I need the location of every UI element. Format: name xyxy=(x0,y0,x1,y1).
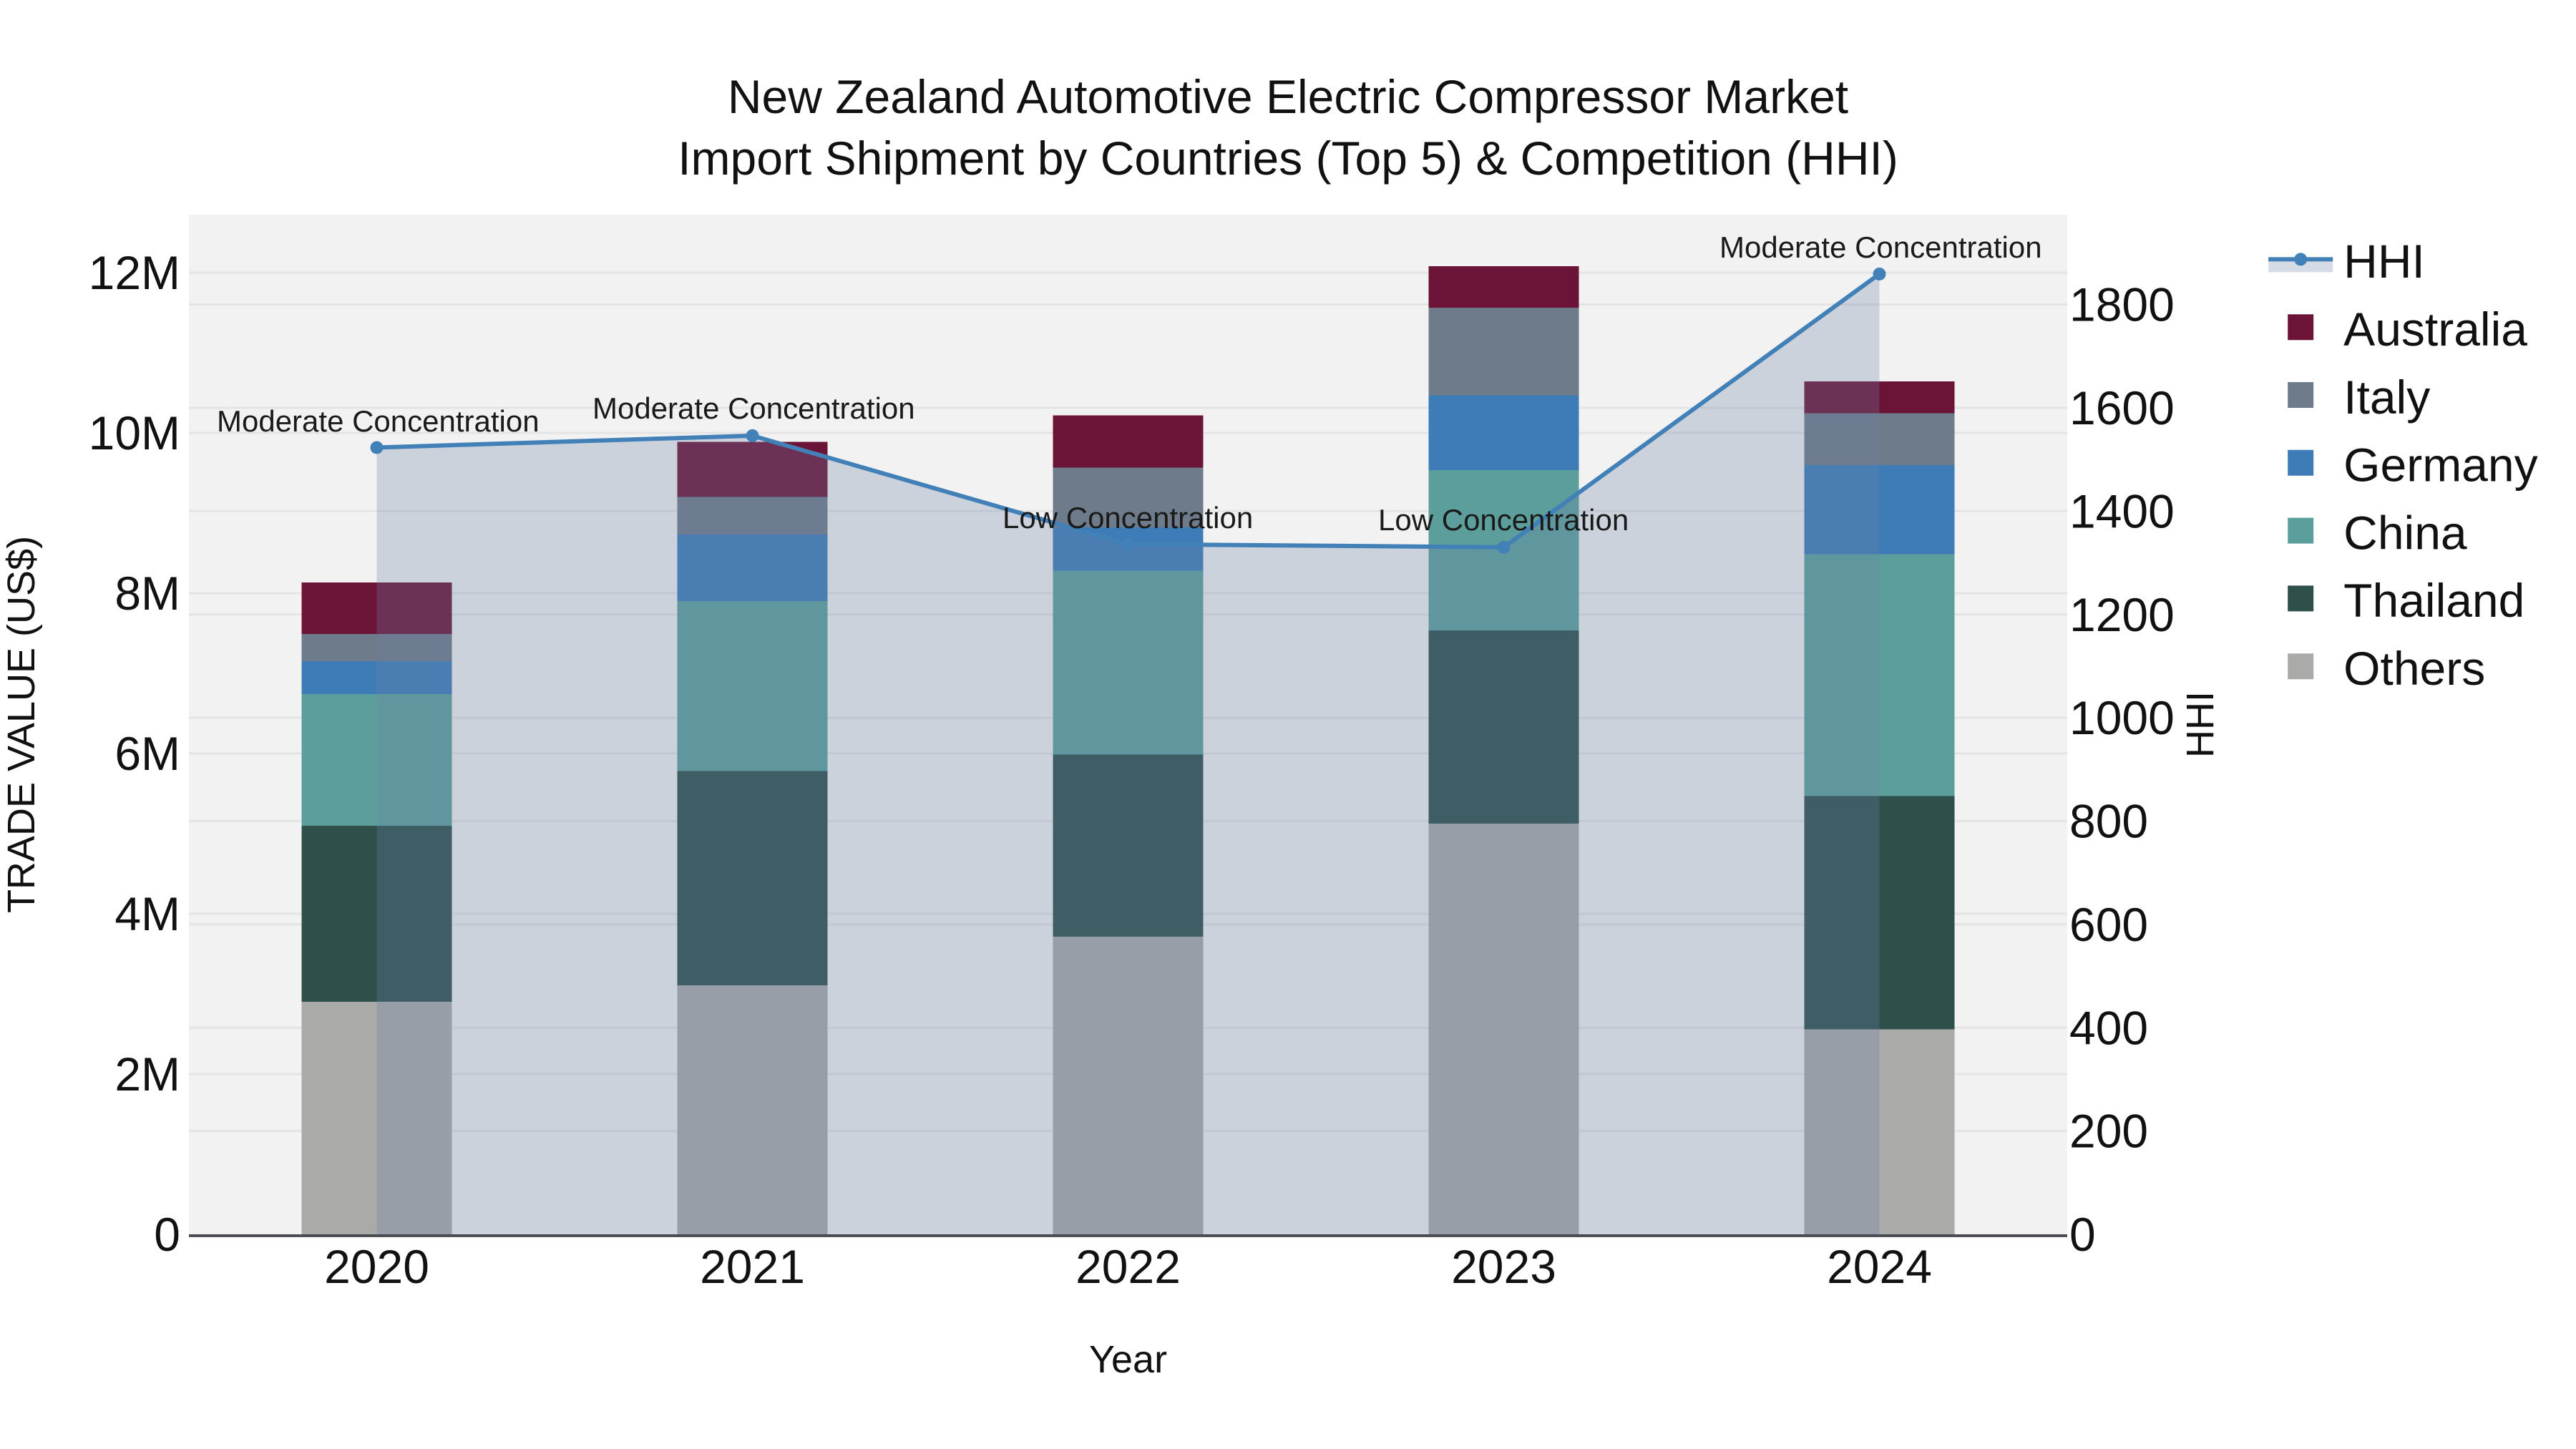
svg-text:1000: 1000 xyxy=(2069,691,2175,744)
svg-text:8M: 8M xyxy=(114,567,180,620)
svg-text:TRADE VALUE (US$): TRADE VALUE (US$) xyxy=(0,536,43,913)
svg-text:2023: 2023 xyxy=(1451,1240,1556,1293)
svg-text:Australia: Australia xyxy=(2343,303,2527,356)
svg-text:2M: 2M xyxy=(114,1048,180,1101)
svg-text:Low Concentration: Low Concentration xyxy=(1002,501,1253,535)
svg-text:Germany: Germany xyxy=(2343,439,2537,492)
svg-text:800: 800 xyxy=(2069,795,2148,848)
svg-text:Low Concentration: Low Concentration xyxy=(1378,503,1629,537)
svg-text:1400: 1400 xyxy=(2069,484,2175,537)
svg-text:2022: 2022 xyxy=(1075,1240,1181,1293)
svg-text:600: 600 xyxy=(2069,898,2148,951)
svg-text:12M: 12M xyxy=(89,246,180,299)
svg-text:1200: 1200 xyxy=(2069,588,2175,641)
svg-text:2020: 2020 xyxy=(324,1240,429,1293)
svg-text:1800: 1800 xyxy=(2069,278,2175,331)
svg-text:Italy: Italy xyxy=(2343,371,2430,424)
svg-text:China: China xyxy=(2343,506,2467,559)
svg-text:HHI: HHI xyxy=(2179,691,2222,758)
svg-text:400: 400 xyxy=(2069,1001,2148,1054)
svg-text:Moderate Concentration: Moderate Concentration xyxy=(217,404,540,438)
svg-text:Moderate Concentration: Moderate Concentration xyxy=(592,391,915,425)
svg-text:HHI: HHI xyxy=(2343,235,2425,288)
svg-text:1600: 1600 xyxy=(2069,381,2175,434)
svg-text:New Zealand Automotive Electri: New Zealand Automotive Electric Compress… xyxy=(678,70,1898,185)
svg-text:0: 0 xyxy=(2069,1208,2096,1261)
svg-text:2024: 2024 xyxy=(1827,1240,1932,1293)
svg-text:Moderate Concentration: Moderate Concentration xyxy=(1719,230,2042,264)
svg-text:10M: 10M xyxy=(89,406,180,459)
svg-text:2021: 2021 xyxy=(700,1240,805,1293)
svg-text:4M: 4M xyxy=(114,887,180,940)
svg-text:Others: Others xyxy=(2343,642,2485,695)
svg-text:6M: 6M xyxy=(114,727,180,780)
svg-text:200: 200 xyxy=(2069,1105,2148,1158)
svg-text:Thailand: Thailand xyxy=(2343,574,2524,627)
svg-text:Year: Year xyxy=(1089,1338,1167,1381)
svg-text:0: 0 xyxy=(154,1208,180,1261)
